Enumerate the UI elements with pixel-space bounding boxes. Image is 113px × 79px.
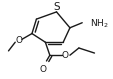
Text: O: O: [39, 65, 46, 74]
Text: S: S: [53, 2, 59, 12]
Text: NH$_2$: NH$_2$: [89, 17, 108, 30]
Text: O: O: [61, 51, 68, 60]
Text: O: O: [15, 36, 22, 45]
